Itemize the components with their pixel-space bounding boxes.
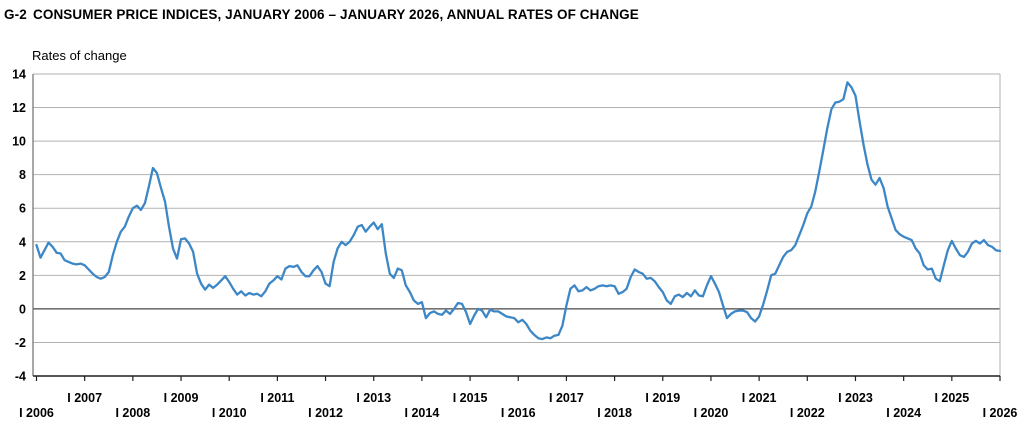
x-tick-label: I 2012 — [308, 406, 343, 420]
y-tick-label: 12 — [12, 101, 26, 115]
x-tick-label: I 2009 — [164, 391, 199, 405]
x-tick-label: I 2010 — [212, 406, 247, 420]
x-tick-label: I 2019 — [645, 391, 680, 405]
y-tick-label: 4 — [19, 235, 26, 249]
x-tick-label: I 2011 — [260, 391, 294, 405]
x-tick-label: I 2024 — [886, 406, 921, 420]
y-tick-label: 10 — [12, 135, 26, 149]
chart-title: CONSUMER PRICE INDICES, JANUARY 2006 – J… — [33, 7, 639, 22]
x-tick-label: I 2017 — [549, 391, 584, 405]
x-tick-label: I 2008 — [115, 406, 150, 420]
x-tick-label: I 2023 — [838, 391, 873, 405]
x-tick-label: I 2020 — [694, 406, 729, 420]
cpi-series-line — [35, 81, 1002, 341]
x-tick-label: I 2025 — [934, 391, 969, 405]
x-tick-label: I 2015 — [453, 391, 488, 405]
x-tick-label: I 2006 — [19, 406, 54, 420]
y-tick-label: 6 — [19, 202, 26, 216]
chart-title-row: G-2 CONSUMER PRICE INDICES, JANUARY 2006… — [4, 7, 639, 22]
y-tick-label: 2 — [19, 269, 26, 283]
x-tick-label: I 2007 — [67, 391, 102, 405]
y-tick-label: 14 — [12, 68, 26, 82]
y-tick-label: -4 — [15, 370, 26, 384]
x-tick-label: I 2021 — [742, 391, 777, 405]
x-tick-label: I 2014 — [405, 406, 440, 420]
y-tick-label: 0 — [19, 302, 26, 316]
x-tick-label: I 2022 — [790, 406, 825, 420]
x-tick-label: I 2026 — [983, 406, 1018, 420]
x-tick-label: I 2013 — [356, 391, 391, 405]
y-axis-title: Rates of change — [32, 48, 127, 63]
x-tick-label: I 2018 — [597, 406, 632, 420]
y-tick-label: 8 — [19, 168, 26, 182]
x-tick-label: I 2016 — [501, 406, 536, 420]
figure-number: G-2 — [4, 7, 27, 22]
y-tick-label: -2 — [15, 336, 26, 350]
